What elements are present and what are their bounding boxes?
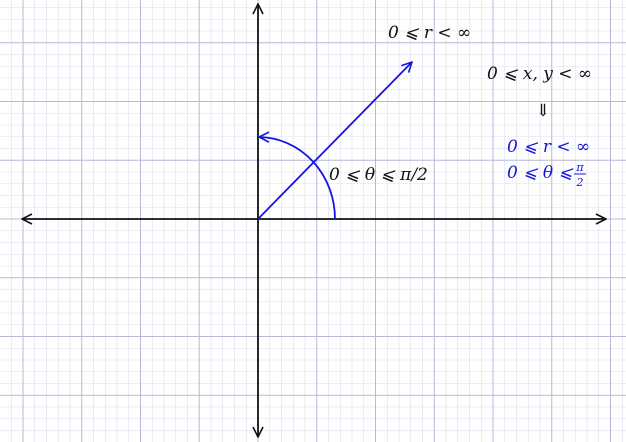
angle-range-label: 0 ⩽ θ ⩽ π/2	[329, 165, 428, 185]
radius-range-result: 0 ⩽ r < ∞	[507, 137, 590, 157]
angle-range-result: 0 ⩽ θ ⩽	[507, 163, 574, 183]
angle-fraction-numerator: π	[575, 161, 584, 174]
radius-ray	[257, 62, 412, 220]
xy-range-label: 0 ⩽ x, y < ∞	[487, 64, 592, 84]
angle-arc	[259, 137, 336, 220]
radius-range-label: 0 ⩽ r < ∞	[388, 23, 471, 43]
implies-arrow: ⇓	[536, 101, 550, 121]
angle-fraction-denominator: 2	[576, 176, 584, 189]
